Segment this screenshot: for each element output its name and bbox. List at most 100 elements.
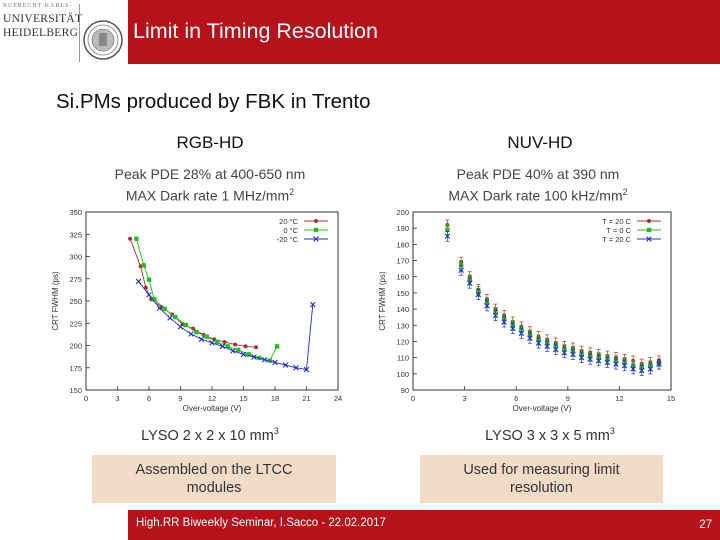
left-lyso-exp: 3 — [273, 426, 279, 436]
data-point — [261, 356, 268, 363]
y-tick-label: 90 — [401, 386, 409, 395]
data-point — [162, 306, 167, 312]
data-point — [509, 325, 516, 332]
left-lyso: LYSO 2 x 2 x 10 mm3 — [80, 426, 340, 444]
data-point — [303, 366, 310, 373]
left-lyso-text: LYSO 2 x 2 x 10 mm — [141, 427, 274, 444]
page-number: 27 — [699, 519, 712, 531]
data-point — [251, 354, 257, 360]
data-point — [274, 344, 280, 349]
data-point — [587, 356, 593, 363]
data-point — [183, 322, 188, 328]
data-point — [444, 233, 451, 240]
right-pde: Peak PDE 40% at 390 nm — [456, 166, 620, 182]
data-point — [604, 359, 611, 366]
data-point — [246, 352, 251, 357]
data-point — [595, 358, 602, 364]
data-point — [561, 349, 568, 356]
legend-label: -20 °C — [277, 235, 299, 244]
plot-frame — [85, 211, 339, 391]
x-tick-label: 0 — [411, 394, 415, 403]
left-pde: Peak PDE 28% at 400-650 nm — [114, 166, 306, 182]
right-dark-rate-text: MAX Dark rate 100 kHz/mm — [448, 187, 623, 204]
legend-marker — [314, 219, 318, 223]
data-point — [310, 301, 316, 308]
left-note: Assembled on the LTCC modules — [92, 455, 336, 503]
left-note-line2: modules — [186, 480, 242, 496]
data-point — [578, 354, 585, 361]
slide-subtitle: Si.PMs produced by FBK in Trento — [56, 90, 371, 113]
data-point — [156, 305, 163, 311]
y-tick-label: 160 — [396, 273, 409, 282]
data-point — [219, 343, 226, 350]
data-point — [167, 315, 173, 321]
data-point — [173, 314, 178, 320]
x-tick-label: 24 — [334, 394, 342, 403]
x-tick-label: 12 — [615, 394, 623, 403]
y-axis-label: CRT FWHM (ps) — [51, 271, 60, 331]
left-dark-rate-exp: 2 — [289, 187, 295, 197]
data-point — [225, 344, 230, 349]
series-2 — [135, 278, 316, 373]
right-dark-rate: MAX Dark rate 100 kHz/mm2 — [388, 183, 688, 205]
data-point — [243, 344, 248, 349]
seal-icon — [83, 20, 123, 60]
footer-left-blank — [0, 510, 128, 540]
legend-label: 20 °C — [279, 217, 298, 226]
right-note: Used for measuring limit resolution — [420, 455, 663, 503]
data-point — [198, 336, 205, 343]
y-tick-label: 140 — [396, 305, 409, 314]
x-tick-label: 15 — [239, 394, 247, 403]
data-point — [492, 312, 499, 319]
data-point — [656, 361, 662, 367]
y-tick-label: 100 — [396, 370, 409, 379]
y-tick-label: 190 — [396, 224, 409, 233]
data-point — [177, 324, 184, 330]
y-tick-label: 110 — [397, 354, 409, 363]
y-tick-label: 120 — [396, 337, 409, 346]
left-dark-rate: MAX Dark rate 1 MHz/mm2 — [60, 183, 360, 205]
x-tick-label: 12 — [208, 394, 216, 403]
y-tick-label: 350 — [69, 208, 82, 217]
university-logo: RUPRECHT-KARLS- UNIVERSITÄT HEIDELBERG — [0, 0, 128, 64]
data-point — [240, 351, 247, 358]
x-tick-label: 6 — [514, 394, 518, 403]
y-tick-label: 275 — [69, 275, 82, 284]
data-point — [647, 366, 654, 372]
logo-divider — [79, 4, 80, 62]
right-lyso-text: LYSO 3 x 3 x 5 mm — [485, 427, 610, 444]
y-tick-label: 150 — [396, 289, 409, 298]
data-point — [146, 277, 152, 282]
data-point — [466, 280, 473, 286]
data-point — [236, 347, 241, 353]
right-note-line2: resolution — [510, 480, 573, 496]
data-point — [194, 329, 199, 335]
data-point — [293, 364, 299, 371]
y-tick-label: 250 — [69, 297, 82, 306]
slide-title: Limit in Timing Resolution — [133, 19, 378, 43]
series-2 — [444, 230, 662, 376]
data-point — [621, 362, 628, 369]
data-point — [527, 335, 533, 342]
data-point — [458, 267, 464, 274]
x-tick-label: 15 — [667, 394, 675, 403]
right-spec: Peak PDE 40% at 390 nm MAX Dark rate 100… — [388, 165, 688, 205]
x-tick-label: 9 — [566, 394, 570, 403]
right-lyso-exp: 3 — [609, 426, 615, 436]
series-line — [135, 238, 278, 362]
data-point — [518, 330, 525, 337]
x-tick-label: 0 — [84, 394, 88, 403]
data-point — [230, 348, 236, 354]
plot-frame — [412, 211, 672, 391]
data-point — [188, 331, 194, 337]
left-spec: Peak PDE 28% at 400-650 nm MAX Dark rate… — [60, 165, 360, 205]
legend-label: T = 20 C — [602, 217, 631, 226]
right-lyso: LYSO 3 x 3 x 5 mm3 — [420, 426, 680, 444]
data-point — [215, 339, 220, 345]
right-note-line1: Used for measuring limit — [463, 462, 620, 478]
data-point — [233, 342, 238, 347]
data-point — [204, 334, 209, 339]
data-point — [146, 291, 152, 298]
data-point — [445, 227, 450, 232]
title-bar: Limit in Timing Resolution — [128, 0, 720, 64]
